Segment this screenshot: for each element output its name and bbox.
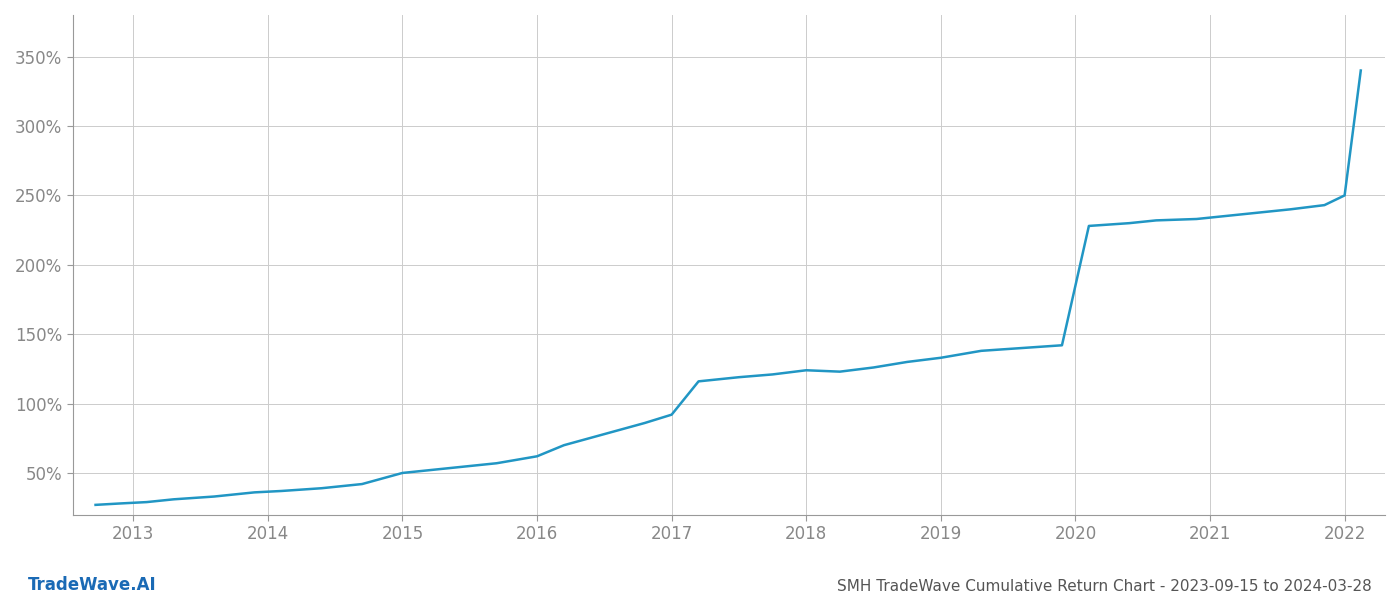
Text: SMH TradeWave Cumulative Return Chart - 2023-09-15 to 2024-03-28: SMH TradeWave Cumulative Return Chart - … <box>837 579 1372 594</box>
Text: TradeWave.AI: TradeWave.AI <box>28 576 157 594</box>
